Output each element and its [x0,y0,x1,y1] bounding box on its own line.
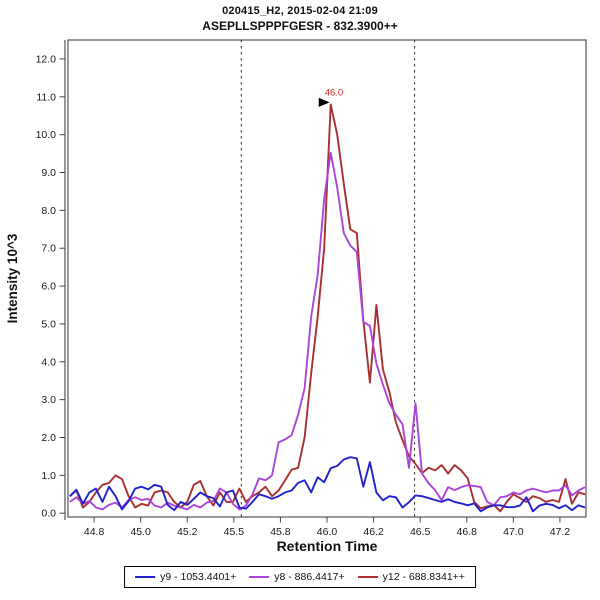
y-tick-label: 8.0 [41,205,56,217]
legend-swatch-y12 [357,575,378,579]
legend-box: y9 - 1053.4401+ y8 - 886.4417+ y12 - 688.8… [124,566,476,588]
x-tick-label: 44.8 [84,526,105,538]
x-tick-label: 46.2 [363,526,384,538]
run-title: 020415_H2, 2015-02-04 21:09 [222,5,378,17]
legend-item-y12: y12 - 688.8341++ [357,571,465,583]
x-tick-label: 45.5 [224,526,245,538]
peak-arrow-icon [318,97,330,107]
x-tick-label: 47.0 [503,526,524,538]
y-tick-label: 2.0 [41,432,56,444]
x-tick-label: 45.8 [270,526,291,538]
y-tick-label: 6.0 [41,281,56,293]
x-tick-label: 46.5 [410,526,431,538]
x-axis-label: Retention Time [277,538,378,554]
y-tick-label: 11.0 [36,91,56,103]
legend-label-y12: y12 - 688.8341++ [382,571,465,583]
series-y12-line[interactable] [69,103,586,513]
x-tick-label: 47.2 [550,526,571,538]
legend-swatch-y9 [135,575,156,579]
peptide-precursor-subtitle: ASEPLLSPPPFGESR - 832.3900++ [202,19,398,33]
x-tick-label: 45.2 [177,526,198,538]
legend-item-y8: y8 - 886.4417+ [249,571,345,583]
legend-swatch-y8 [249,575,270,579]
peak-retention-label[interactable]: 46.0 [325,87,344,98]
series-y9-line[interactable] [69,456,586,513]
y-tick-label: 1.0 [41,470,56,482]
plot-frame [67,39,587,518]
series-y8-line[interactable] [69,151,586,511]
y-tick-label: 7.0 [41,243,56,255]
y-tick-label: 5.0 [41,318,56,330]
y-tick-label: 3.0 [41,394,56,406]
y-tick-label: 12.0 [36,53,57,65]
y-tick-label: 9.0 [41,167,56,179]
y-tick-label: 10.0 [36,129,57,141]
y-axis-label: Intensity 10^3 [5,233,20,323]
y-tick-label: 0.0 [41,508,56,520]
x-tick-label: 46.0 [317,526,338,538]
legend-label-y9: y9 - 1053.4401+ [160,571,237,583]
y-tick-label: 4.0 [41,356,56,368]
x-tick-label: 46.8 [457,526,478,538]
legend-label-y8: y8 - 886.4417+ [274,571,345,583]
legend-item-y9: y9 - 1053.4401+ [135,571,236,583]
x-tick-label: 45.0 [130,526,151,538]
chromatogram-plot[interactable]: 0.0 1.0 2.0 3.0 4.0 5.0 6.0 7.0 8.0 9.0 10.0 11.0 12… [0,0,600,562]
